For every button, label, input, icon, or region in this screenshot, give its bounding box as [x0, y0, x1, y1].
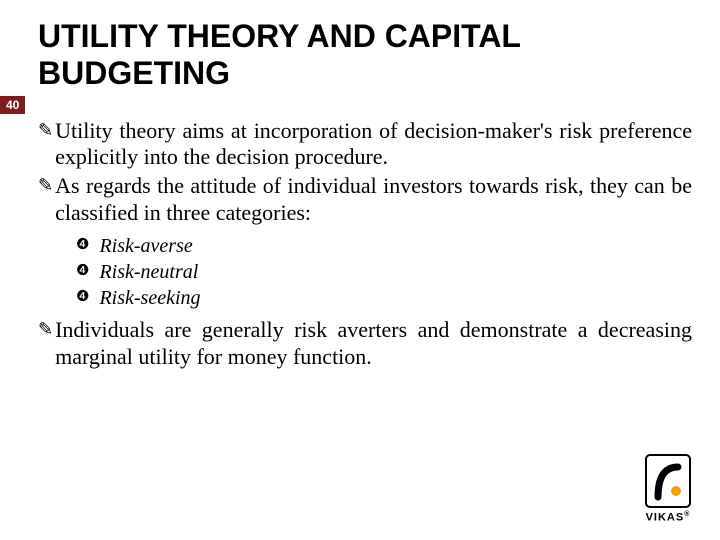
logo-icon — [644, 453, 692, 509]
sub-bullet-item: ❹ Risk-neutral — [76, 259, 692, 285]
sub-bullet-text: Risk-averse — [99, 233, 192, 259]
pencil-arrow-icon: ✎ — [38, 317, 53, 371]
bullet-text: Utility theory aims at incorporation of … — [55, 118, 692, 172]
pencil-arrow-icon: ✎ — [38, 118, 53, 172]
logo-text: VIKAS® — [638, 511, 698, 524]
sub-bullet-item: ❹ Risk-averse — [76, 233, 692, 259]
bullet-item: ✎ Utility theory aims at incorporation o… — [38, 118, 692, 172]
book-icon: ❹ — [76, 259, 89, 285]
vikas-logo: VIKAS® — [638, 453, 698, 524]
registered-mark: ® — [684, 511, 690, 518]
sub-bullet-list: ❹ Risk-averse ❹ Risk-neutral ❹ Risk-seek… — [76, 233, 692, 311]
bullet-text: As regards the attitude of individual in… — [55, 173, 692, 227]
pencil-arrow-icon: ✎ — [38, 173, 53, 227]
page-number-badge: 40 — [0, 96, 25, 114]
slide-content: ✎ Utility theory aims at incorporation o… — [38, 118, 692, 371]
slide: 40 UTILITY THEORY AND CAPITAL BUDGETING … — [0, 0, 720, 540]
sub-bullet-text: Risk-neutral — [99, 259, 198, 285]
sub-bullet-item: ❹ Risk-seeking — [76, 285, 692, 311]
book-icon: ❹ — [76, 285, 89, 311]
logo-name: VIKAS — [646, 512, 685, 524]
slide-title: UTILITY THEORY AND CAPITAL BUDGETING — [38, 18, 692, 92]
bullet-item: ✎ As regards the attitude of individual … — [38, 173, 692, 227]
bullet-item: ✎ Individuals are generally risk averter… — [38, 317, 692, 371]
sub-bullet-text: Risk-seeking — [99, 285, 200, 311]
page-number: 40 — [6, 98, 19, 112]
book-icon: ❹ — [76, 233, 89, 259]
bullet-text: Individuals are generally risk averters … — [55, 317, 692, 371]
